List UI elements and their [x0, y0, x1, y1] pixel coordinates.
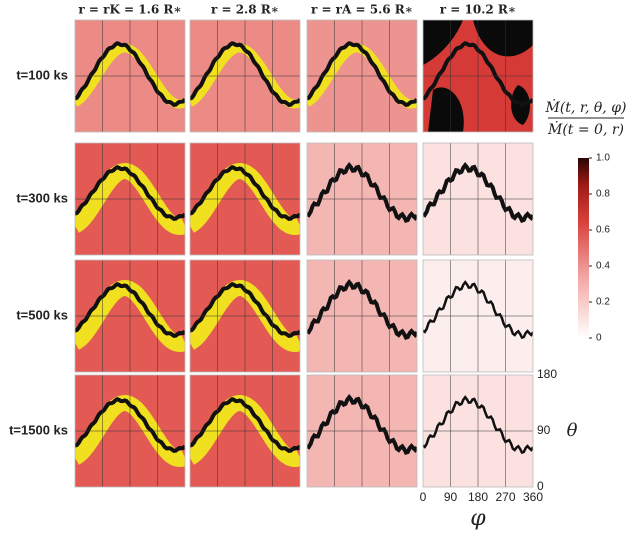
- panel-body: [423, 20, 533, 132]
- blob: [428, 87, 464, 132]
- panel: [422, 19, 534, 133]
- y-tick-label: 0: [537, 479, 544, 493]
- panel-frame: [189, 259, 301, 373]
- panel: [74, 19, 186, 133]
- x-tick-label: 0: [420, 490, 427, 504]
- panel-frame: [74, 142, 186, 256]
- panel: [189, 259, 301, 373]
- panel-body: [75, 143, 185, 255]
- panel: [74, 259, 186, 373]
- panel: [422, 374, 534, 488]
- colorbar-tick-label: 0: [596, 333, 602, 344]
- colorbar-tick-label: 0.8: [596, 189, 610, 200]
- panel-body: [423, 143, 533, 255]
- panel: [74, 142, 186, 256]
- panel-frame: [74, 374, 186, 488]
- row-title: t=1500 ks: [9, 422, 68, 437]
- column-title: r = 2.8 R∗: [211, 3, 279, 17]
- panel-frame: [422, 259, 534, 373]
- panel-body: [423, 375, 533, 487]
- x-tick-label: 90: [444, 490, 458, 504]
- panel: [422, 142, 534, 256]
- blob: [473, 20, 533, 57]
- panel: [306, 259, 418, 373]
- panel-body: [190, 20, 300, 132]
- x-axis-label: φ: [470, 506, 486, 530]
- panel-frame: [422, 142, 534, 256]
- panel-frame: [74, 259, 186, 373]
- x-tick-label: 180: [468, 490, 488, 504]
- panel-frame: [306, 374, 418, 488]
- row-title: t=300 ks: [16, 190, 68, 205]
- panel: [306, 374, 418, 488]
- colorbar-tick-label: 1.0: [596, 153, 610, 164]
- panel-body: [423, 260, 533, 372]
- panel: [189, 142, 301, 256]
- panel-frame: [189, 374, 301, 488]
- y-tick-label: 90: [537, 423, 551, 437]
- colorbar-tick-label: 0.2: [596, 297, 610, 308]
- row-title: t=500 ks: [16, 307, 68, 322]
- column-title: r = rK = 1.6 R∗: [78, 3, 181, 17]
- panel-body: [190, 143, 300, 255]
- panel: [189, 374, 301, 488]
- panel: [74, 374, 186, 488]
- panel: [422, 259, 534, 373]
- blob: [423, 20, 463, 65]
- panel: [306, 142, 418, 256]
- row-title: t=100 ks: [16, 67, 68, 82]
- panel-body: [190, 375, 300, 487]
- colorbar-label: Ṁ(t, r, θ, φ): [545, 98, 626, 116]
- panel-body: [307, 143, 417, 255]
- colorbar-tick-label: 0.4: [596, 261, 610, 272]
- panel: [189, 19, 301, 133]
- panel-body: [75, 375, 185, 487]
- panel-body: [75, 260, 185, 372]
- panel: [306, 19, 418, 133]
- panel-frame: [422, 19, 534, 133]
- y-axis-label: θ: [567, 420, 578, 441]
- x-tick-label: 360: [523, 490, 543, 504]
- panel-body: [190, 260, 300, 372]
- panel-body: [307, 375, 417, 487]
- colorbar-tick-label: 0.6: [596, 225, 610, 236]
- panel-frame: [306, 19, 418, 133]
- y-tick-label: 180: [537, 367, 557, 381]
- column-title: r = rA = 5.6 R∗: [311, 3, 413, 17]
- panel-frame: [422, 374, 534, 488]
- panel-frame: [189, 142, 301, 256]
- column-title: r = 10.2 R∗: [440, 3, 516, 17]
- colorbar-label: Ṁ(t = 0, r): [547, 120, 624, 138]
- colorbar: [578, 158, 589, 338]
- panel-body: [75, 20, 185, 132]
- panel-frame: [306, 142, 418, 256]
- x-tick-label: 270: [495, 490, 515, 504]
- panel-body: [307, 20, 417, 132]
- panel-frame: [189, 19, 301, 133]
- panel-frame: [306, 259, 418, 373]
- panel-body: [307, 260, 417, 372]
- panel-frame: [74, 19, 186, 133]
